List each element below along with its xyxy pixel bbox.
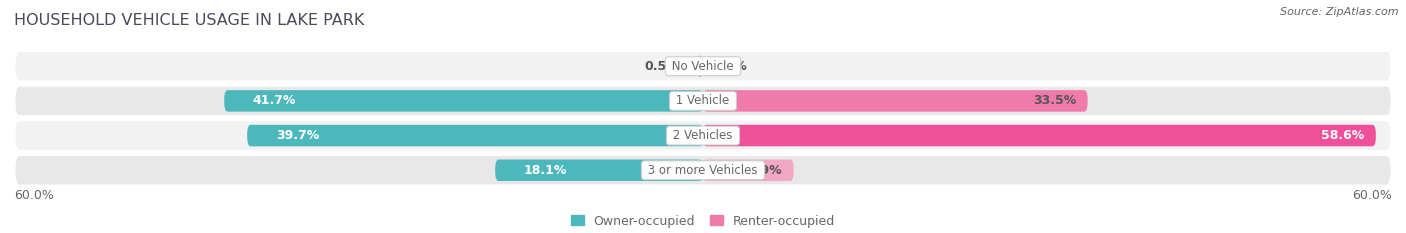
FancyBboxPatch shape	[703, 160, 794, 181]
Text: 60.0%: 60.0%	[14, 189, 53, 202]
Text: 41.7%: 41.7%	[253, 94, 297, 107]
Legend: Owner-occupied, Renter-occupied: Owner-occupied, Renter-occupied	[567, 209, 839, 233]
Text: HOUSEHOLD VEHICLE USAGE IN LAKE PARK: HOUSEHOLD VEHICLE USAGE IN LAKE PARK	[14, 13, 364, 28]
FancyBboxPatch shape	[14, 120, 1392, 151]
Text: No Vehicle: No Vehicle	[668, 60, 738, 73]
FancyBboxPatch shape	[495, 160, 703, 181]
FancyBboxPatch shape	[247, 125, 703, 146]
FancyBboxPatch shape	[14, 155, 1392, 186]
Text: 18.1%: 18.1%	[524, 164, 567, 177]
Text: 3 or more Vehicles: 3 or more Vehicles	[644, 164, 762, 177]
FancyBboxPatch shape	[703, 125, 1376, 146]
FancyBboxPatch shape	[703, 90, 1088, 112]
Text: 58.6%: 58.6%	[1322, 129, 1364, 142]
Text: 7.9%: 7.9%	[748, 164, 782, 177]
Text: 0.0%: 0.0%	[713, 60, 747, 73]
Text: 0.54%: 0.54%	[644, 60, 688, 73]
Text: 33.5%: 33.5%	[1033, 94, 1076, 107]
Text: 60.0%: 60.0%	[1353, 189, 1392, 202]
FancyBboxPatch shape	[697, 55, 703, 77]
Text: 1 Vehicle: 1 Vehicle	[672, 94, 734, 107]
Text: 39.7%: 39.7%	[276, 129, 319, 142]
FancyBboxPatch shape	[224, 90, 703, 112]
Text: Source: ZipAtlas.com: Source: ZipAtlas.com	[1281, 7, 1399, 17]
FancyBboxPatch shape	[14, 85, 1392, 116]
Text: 2 Vehicles: 2 Vehicles	[669, 129, 737, 142]
FancyBboxPatch shape	[14, 51, 1392, 82]
